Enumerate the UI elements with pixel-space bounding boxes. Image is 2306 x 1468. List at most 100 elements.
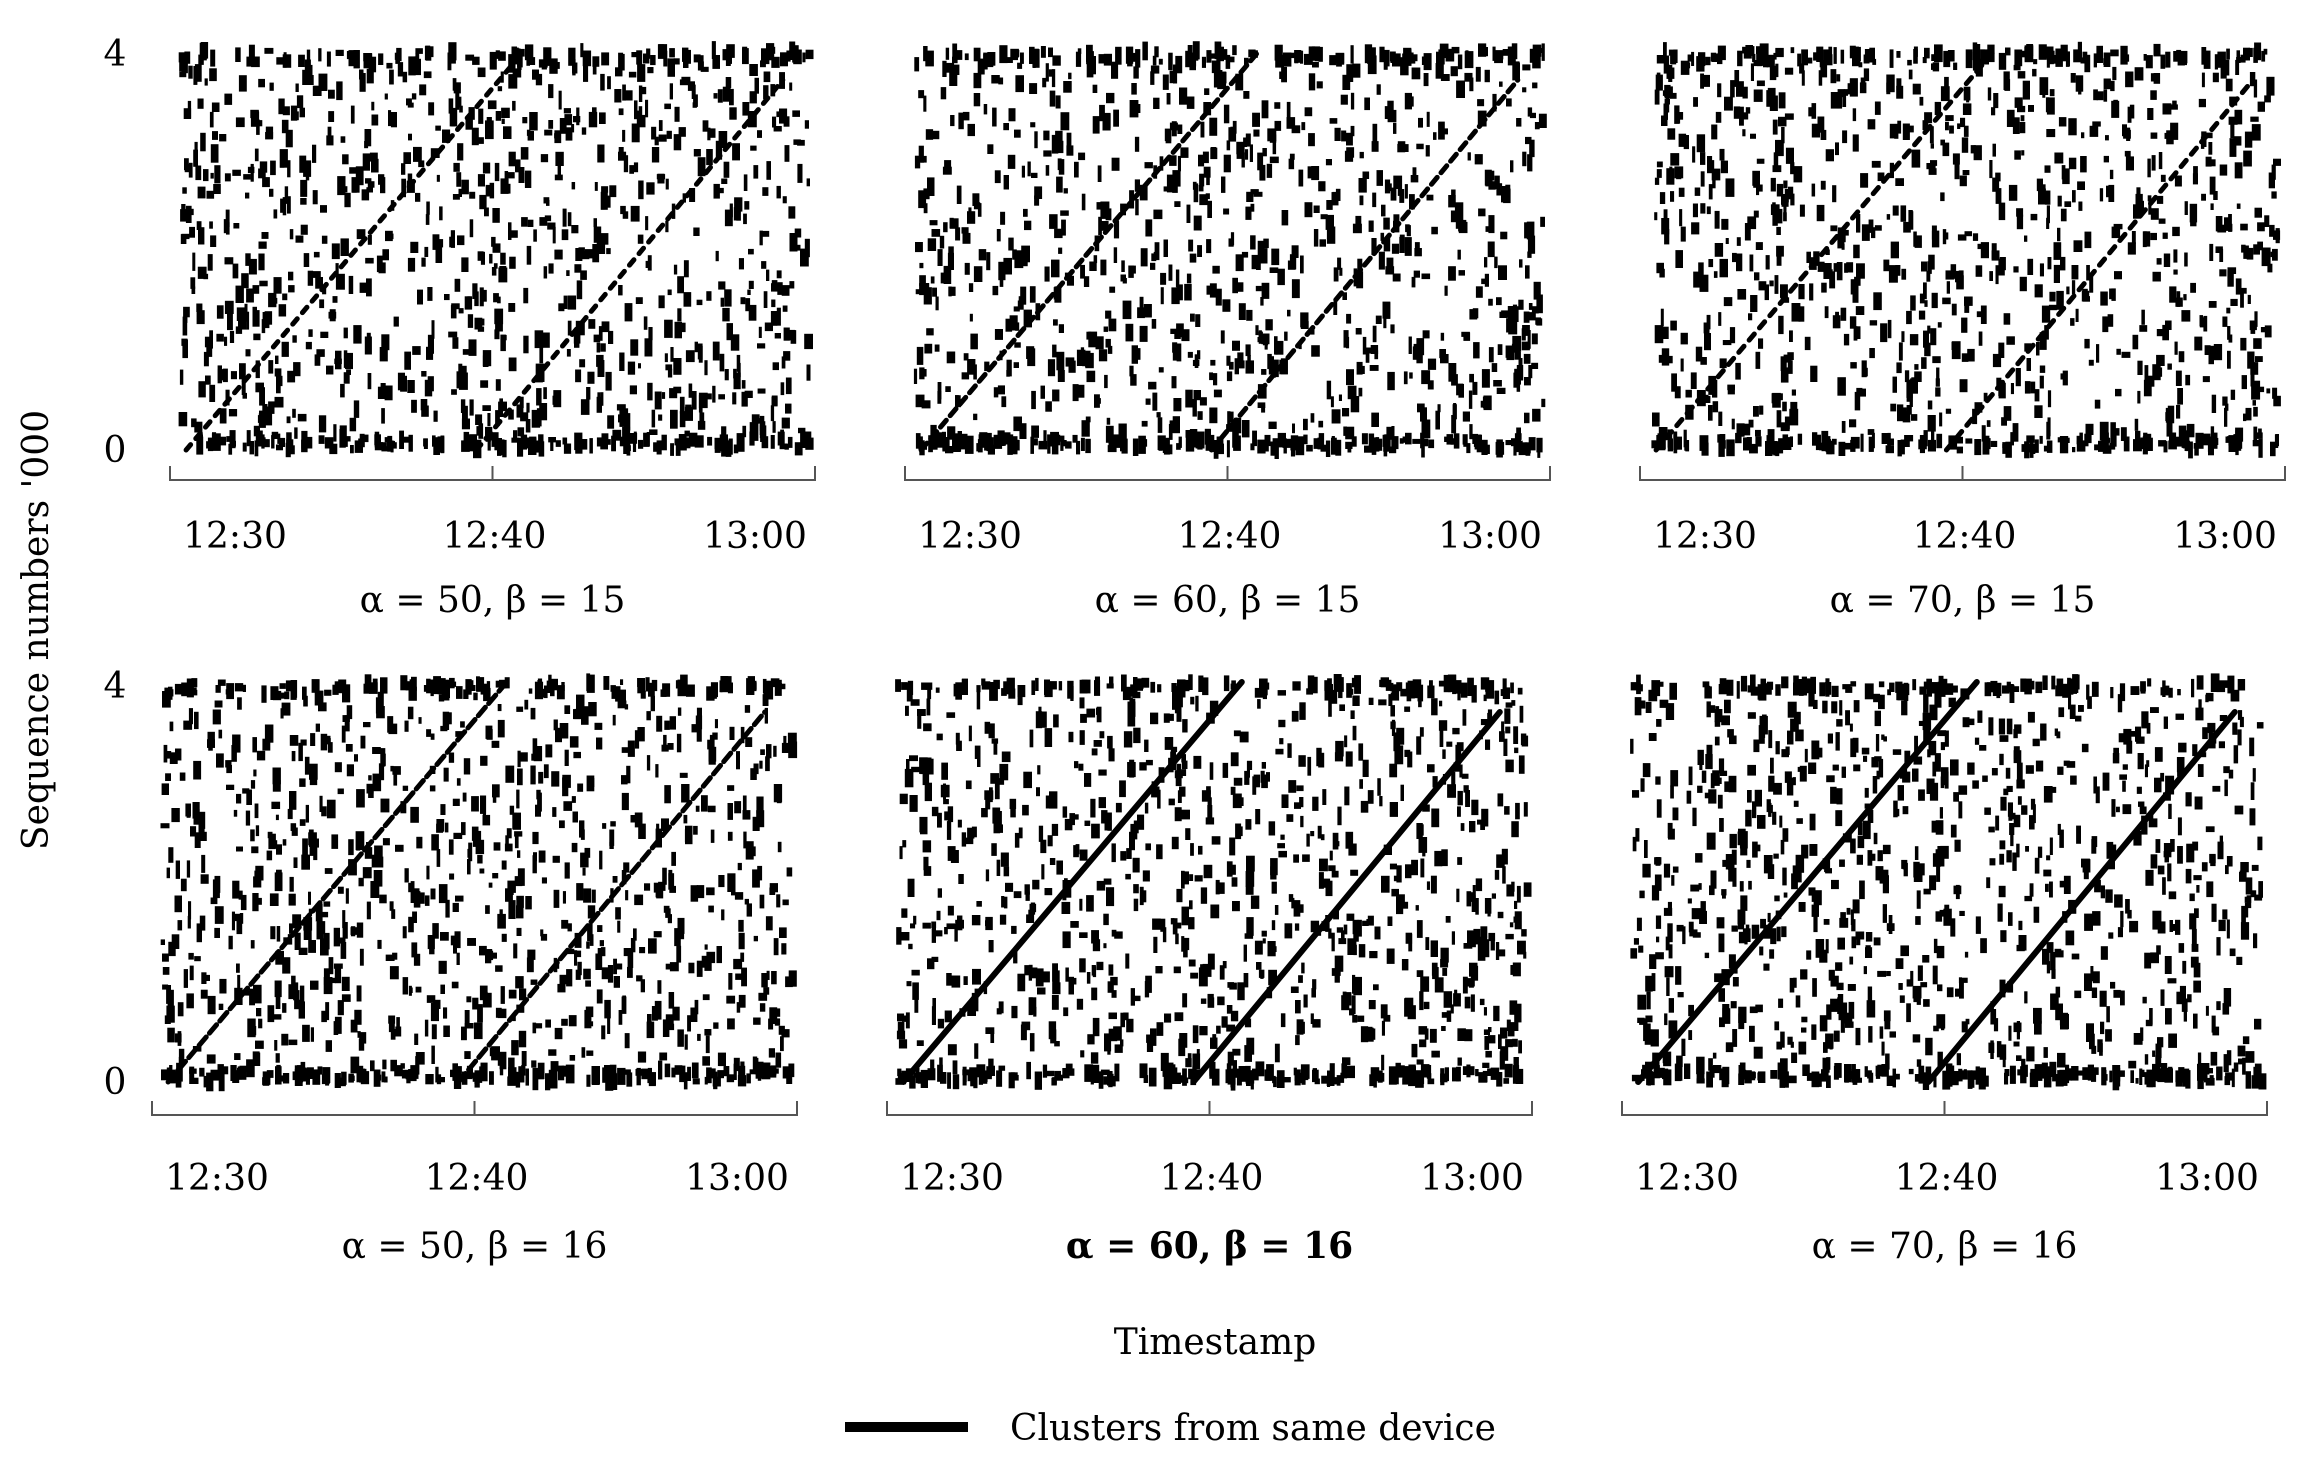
scatter-point bbox=[1527, 235, 1536, 254]
scatter-point bbox=[259, 280, 268, 287]
scatter-point bbox=[194, 711, 199, 730]
scatter-point bbox=[766, 970, 770, 980]
scatter-point bbox=[2100, 291, 2108, 306]
scatter-point bbox=[218, 436, 227, 446]
scatter-point bbox=[255, 382, 264, 393]
scatter-point bbox=[1656, 55, 1664, 64]
scatter-point bbox=[2175, 297, 2183, 307]
scatter-point bbox=[2199, 315, 2203, 327]
scatter-point bbox=[303, 253, 310, 267]
scatter-point bbox=[1410, 96, 1414, 107]
scatter-point bbox=[1328, 698, 1332, 717]
scatter-point bbox=[1236, 360, 1245, 369]
scatter-point bbox=[477, 174, 485, 187]
scatter-point bbox=[779, 927, 787, 938]
scatter-point bbox=[707, 127, 711, 141]
scatter-point bbox=[1877, 172, 1885, 182]
scatter-point bbox=[445, 899, 450, 918]
scatter-point bbox=[2202, 376, 2210, 383]
scatter-point bbox=[1182, 871, 1189, 885]
scatter-point bbox=[1492, 93, 1497, 112]
scatter-point bbox=[1422, 330, 1430, 339]
scatter-point bbox=[1776, 226, 1781, 235]
scatter-point bbox=[1274, 44, 1283, 61]
scatter-point bbox=[334, 1016, 342, 1034]
scatter-point bbox=[344, 192, 351, 208]
scatter-point bbox=[1842, 130, 1848, 144]
scatter-point bbox=[634, 894, 644, 906]
scatter-point bbox=[2253, 244, 2260, 255]
scatter-point bbox=[390, 112, 397, 128]
scatter-point bbox=[658, 295, 665, 309]
scatter-point bbox=[1133, 104, 1141, 113]
scatter-point bbox=[1972, 42, 1978, 61]
scatter-point bbox=[1481, 439, 1488, 455]
scatter-point bbox=[2194, 336, 2203, 351]
scatter-point bbox=[961, 372, 970, 380]
scatter-point bbox=[186, 993, 194, 1009]
scatter-point bbox=[365, 257, 374, 264]
scatter-point bbox=[256, 1008, 262, 1017]
scatter-point bbox=[1204, 88, 1210, 95]
scatter-point bbox=[179, 772, 186, 781]
scatter-point bbox=[1334, 955, 1344, 972]
scatter-point bbox=[737, 362, 741, 378]
scatter-point bbox=[751, 414, 760, 424]
scatter-point bbox=[1144, 162, 1153, 169]
scatter-point bbox=[242, 392, 247, 399]
scatter-point bbox=[2071, 265, 2079, 280]
scatter-point bbox=[1670, 92, 1677, 99]
scatter-point bbox=[1703, 395, 1711, 403]
scatter-point bbox=[1772, 202, 1776, 210]
scatter-point bbox=[752, 1056, 758, 1070]
scatter-point bbox=[438, 680, 442, 692]
scatter-point bbox=[187, 915, 191, 929]
scatter-point bbox=[1850, 439, 1856, 452]
scatter-point bbox=[1061, 219, 1066, 236]
scatter-point bbox=[250, 111, 260, 127]
scatter-point bbox=[601, 197, 605, 210]
scatter-point bbox=[537, 792, 542, 812]
scatter-point bbox=[1099, 104, 1105, 122]
scatter-point bbox=[1661, 115, 1668, 126]
scatter-point bbox=[1936, 367, 1940, 383]
scatter-point bbox=[1951, 303, 1957, 316]
scatter-point bbox=[552, 807, 557, 817]
scatter-point bbox=[182, 316, 188, 336]
scatter-point bbox=[397, 62, 404, 77]
scatter-point bbox=[2181, 310, 2191, 322]
scatter-point bbox=[1065, 357, 1075, 367]
scatter-point bbox=[268, 833, 276, 850]
scatter-point bbox=[540, 154, 549, 163]
scatter-point bbox=[1391, 719, 1396, 736]
scatter-point bbox=[1007, 436, 1013, 455]
scatter-point bbox=[1138, 435, 1146, 454]
scatter-point bbox=[508, 409, 514, 420]
scatter-point bbox=[689, 432, 698, 447]
scatter-point bbox=[1770, 177, 1776, 192]
scatter-point bbox=[1895, 178, 1904, 186]
scatter-point bbox=[2261, 50, 2266, 62]
scatter-point bbox=[1093, 740, 1102, 747]
scatter-point bbox=[954, 50, 963, 60]
scatter-point bbox=[1726, 439, 1735, 457]
scatter-point bbox=[356, 837, 361, 851]
scatter-point bbox=[937, 888, 942, 898]
scatter-point bbox=[2121, 54, 2130, 62]
scatter-point bbox=[1047, 445, 1051, 454]
scatter-point bbox=[1820, 60, 1828, 78]
scatter-point bbox=[620, 689, 626, 702]
scatter-point bbox=[999, 45, 1008, 64]
scatter-point bbox=[657, 980, 662, 994]
scatter-point bbox=[594, 722, 603, 730]
scatter-point bbox=[282, 957, 291, 974]
scatter-point bbox=[729, 88, 734, 106]
scatter-point bbox=[465, 679, 472, 695]
scatter-point bbox=[1488, 1027, 1492, 1033]
scatter-point bbox=[1333, 674, 1342, 692]
scatter-point bbox=[200, 831, 207, 841]
scatter-point bbox=[1537, 441, 1541, 458]
scatter-point bbox=[1195, 431, 1205, 449]
scatter-point bbox=[359, 1032, 367, 1044]
scatter-point bbox=[805, 49, 814, 60]
